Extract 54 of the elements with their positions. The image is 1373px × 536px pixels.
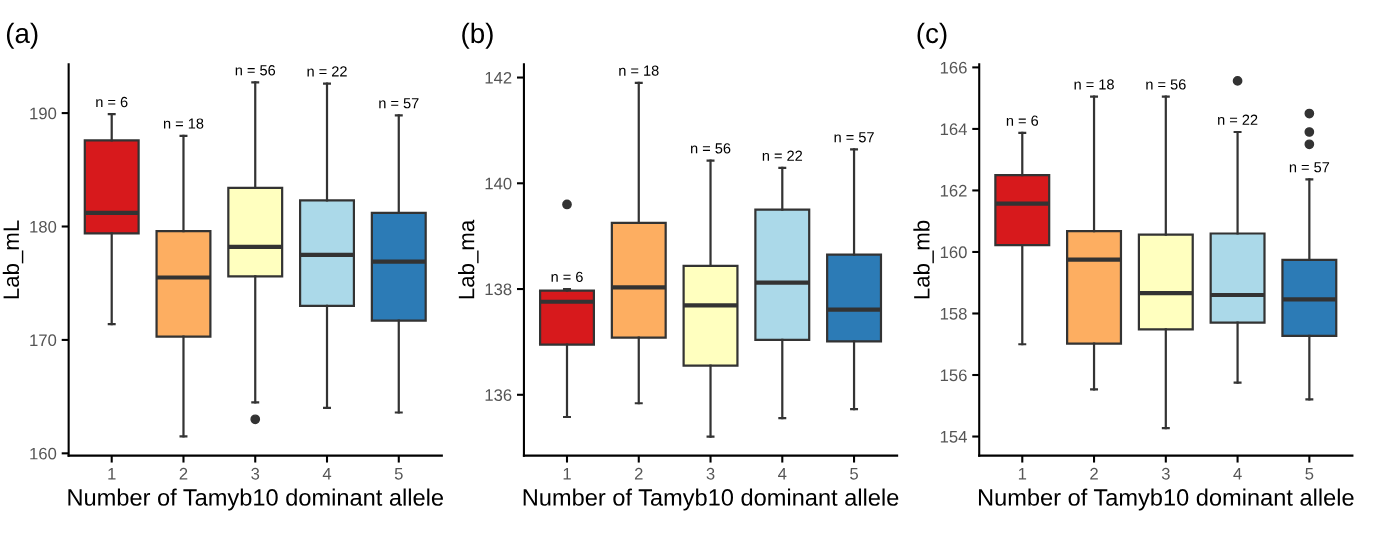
annotation: n = 18 xyxy=(1074,79,1114,90)
y-tick-label: 166 xyxy=(940,61,967,74)
x-tick-label: 3 xyxy=(706,467,715,480)
annotation: n = 18 xyxy=(163,118,204,129)
annotation: n = 6 xyxy=(96,96,128,108)
chart-title: (a) xyxy=(6,22,38,49)
x-tick-label: 2 xyxy=(634,467,643,480)
annotation: n = 56 xyxy=(1146,79,1186,90)
annotation: n = 57 xyxy=(379,98,419,109)
y-tick-label: 180 xyxy=(30,220,57,233)
annotation: n = 57 xyxy=(834,132,874,143)
annotation: n = 56 xyxy=(235,65,276,76)
annotation: n = 22 xyxy=(762,150,803,161)
y-tick-label: 162 xyxy=(940,184,967,197)
y-tick-label: 160 xyxy=(30,447,57,460)
x-tick-label: 2 xyxy=(1090,467,1098,480)
x-axis-title: Number of Tamyb10 dominant allele xyxy=(523,488,899,511)
x-tick-label: 3 xyxy=(1161,467,1170,480)
y-tick-label: 160 xyxy=(940,246,967,259)
chart-title: (b) xyxy=(462,22,493,49)
x-tick-label: 5 xyxy=(394,468,403,480)
y-tick-label: 164 xyxy=(940,123,967,136)
y-tick-label: 154 xyxy=(940,431,967,443)
y-tick-label: 138 xyxy=(485,283,512,296)
y-axis-title: Lab_mb xyxy=(913,220,934,299)
y-tick-label: 156 xyxy=(940,369,967,382)
y-tick-label: 170 xyxy=(30,334,57,347)
x-tick-label: 3 xyxy=(251,467,260,480)
x-tick-label: 4 xyxy=(322,468,332,480)
annotation: n = 57 xyxy=(1289,162,1330,173)
annotation: n = 18 xyxy=(619,65,659,76)
y-tick-label: 190 xyxy=(30,107,57,120)
x-tick-label: 5 xyxy=(850,468,858,480)
y-tick-label: 136 xyxy=(485,389,512,401)
x-tick-label: 4 xyxy=(778,468,787,480)
y-tick-label: 140 xyxy=(485,177,512,190)
x-axis-title: Number of Tamyb10 dominant allele xyxy=(68,488,443,511)
x-tick-label: 1 xyxy=(108,468,116,480)
chart-title: (c) xyxy=(917,22,947,49)
y-axis-title: Lab_ma xyxy=(458,219,479,299)
annotation: n = 56 xyxy=(691,143,731,154)
annotation: n = 22 xyxy=(307,66,347,77)
annotation: n = 6 xyxy=(1006,115,1039,126)
x-tick-label: 5 xyxy=(1305,468,1314,480)
y-tick-label: 158 xyxy=(940,307,967,320)
y-axis-title: Lab_mL xyxy=(2,220,24,299)
x-tick-label: 2 xyxy=(179,467,188,480)
x-tick-label: 1 xyxy=(563,468,571,480)
x-axis-title: Number of Tamyb10 dominant allele xyxy=(978,488,1354,511)
x-tick-label: 1 xyxy=(1018,468,1027,480)
annotation: n = 22 xyxy=(1218,114,1258,125)
annotation: n = 6 xyxy=(551,271,583,282)
y-tick-label: 142 xyxy=(485,71,512,84)
x-tick-label: 4 xyxy=(1233,468,1242,480)
